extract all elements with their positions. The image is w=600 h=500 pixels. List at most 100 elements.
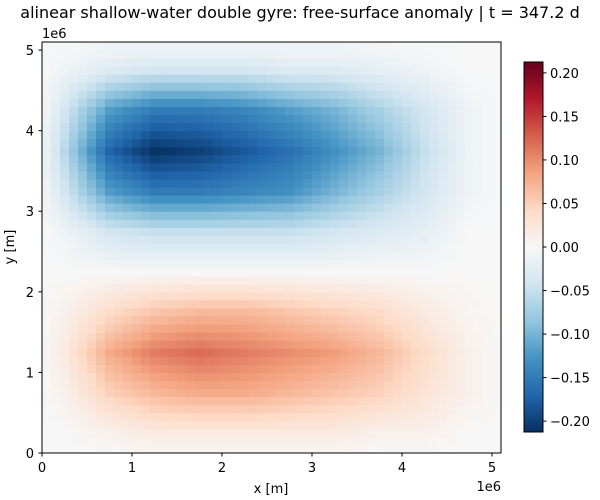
heatmap-cell bbox=[375, 219, 385, 228]
heatmap-cell bbox=[348, 58, 358, 67]
heatmap-cell bbox=[222, 332, 232, 341]
heatmap-cell bbox=[222, 283, 232, 293]
heatmap-cell bbox=[276, 428, 286, 438]
heatmap-cell bbox=[285, 356, 295, 365]
colorbar-segment bbox=[524, 272, 543, 275]
heatmap-cell bbox=[69, 74, 79, 83]
heatmap-cell bbox=[267, 388, 277, 398]
colorbar-segment bbox=[524, 172, 543, 175]
heatmap-cell bbox=[159, 58, 169, 67]
heatmap-cell bbox=[69, 90, 79, 99]
heatmap-cell bbox=[429, 211, 439, 220]
heatmap-cell bbox=[267, 267, 277, 277]
colorbar-segment bbox=[524, 118, 543, 121]
heatmap-cell bbox=[240, 340, 250, 349]
heatmap-cell bbox=[42, 50, 52, 59]
heatmap-cell bbox=[447, 74, 457, 83]
heatmap-cell bbox=[411, 187, 421, 196]
heatmap-cell bbox=[123, 316, 133, 325]
heatmap-cell bbox=[132, 82, 142, 91]
heatmap-cell bbox=[384, 146, 394, 156]
heatmap-cell bbox=[258, 316, 268, 325]
heatmap-cell bbox=[447, 90, 457, 99]
heatmap-cell bbox=[105, 211, 115, 220]
heatmap-cell bbox=[321, 203, 331, 212]
heatmap-cell bbox=[213, 404, 223, 414]
heatmap-cell bbox=[240, 348, 250, 357]
heatmap-cell bbox=[132, 267, 142, 277]
heatmap-cell bbox=[195, 275, 205, 285]
heatmap-cell bbox=[366, 146, 376, 156]
colorbar-segment bbox=[524, 306, 543, 309]
heatmap-cell bbox=[267, 122, 277, 132]
heatmap-cell bbox=[204, 106, 214, 116]
heatmap-cell bbox=[177, 348, 187, 357]
heatmap-cell bbox=[447, 251, 457, 261]
heatmap-cell bbox=[330, 428, 340, 438]
heatmap-cell bbox=[492, 444, 502, 454]
heatmap-cell bbox=[231, 122, 241, 132]
heatmap-cell bbox=[60, 219, 70, 228]
heatmap-cell bbox=[492, 404, 502, 414]
heatmap-cell bbox=[474, 372, 484, 381]
heatmap-cell bbox=[78, 412, 88, 422]
heatmap-cell bbox=[384, 219, 394, 228]
heatmap-cell bbox=[141, 66, 151, 75]
heatmap-cell bbox=[321, 332, 331, 341]
heatmap-cell bbox=[240, 179, 250, 188]
heatmap-cell bbox=[321, 267, 331, 277]
heatmap-cell bbox=[42, 74, 52, 83]
heatmap-cell bbox=[213, 316, 223, 325]
heatmap-cell bbox=[420, 404, 430, 414]
heatmap-cell bbox=[402, 235, 412, 244]
heatmap-cell bbox=[456, 90, 466, 99]
heatmap-cell bbox=[51, 259, 61, 269]
heatmap-cell bbox=[132, 154, 142, 164]
heatmap-cell bbox=[60, 307, 70, 317]
heatmap-cell bbox=[78, 307, 88, 317]
heatmap-cell bbox=[348, 66, 358, 75]
heatmap-cell bbox=[411, 316, 421, 325]
heatmap-cell bbox=[267, 203, 277, 212]
colorbar-segment bbox=[524, 156, 543, 159]
heatmap-cell bbox=[456, 372, 466, 381]
heatmap-cell bbox=[447, 66, 457, 75]
heatmap-cell bbox=[492, 436, 502, 446]
heatmap-cell bbox=[321, 291, 331, 301]
colorbar-segment bbox=[524, 294, 543, 297]
heatmap-cell bbox=[213, 444, 223, 454]
heatmap-cell bbox=[483, 283, 493, 293]
colorbar-segment bbox=[524, 204, 543, 207]
heatmap-cell bbox=[357, 90, 367, 99]
heatmap-cell bbox=[420, 291, 430, 301]
heatmap-cell bbox=[447, 275, 457, 285]
heatmap-cell bbox=[474, 203, 484, 212]
heatmap-cell bbox=[132, 251, 142, 261]
heatmap-cell bbox=[141, 243, 151, 253]
heatmap-cell bbox=[69, 356, 79, 365]
colorbar-segment bbox=[524, 348, 543, 351]
heatmap-cell bbox=[294, 267, 304, 277]
heatmap-cell bbox=[60, 138, 70, 148]
heatmap-cell bbox=[105, 82, 115, 91]
heatmap-cell bbox=[51, 372, 61, 381]
colorbar-segment bbox=[524, 226, 543, 229]
heatmap-cell bbox=[51, 235, 61, 244]
heatmap-cell bbox=[87, 348, 97, 357]
colorbar-segment bbox=[524, 298, 543, 301]
heatmap-cell bbox=[438, 420, 448, 430]
heatmap-cell bbox=[78, 203, 88, 212]
heatmap-cell bbox=[78, 299, 88, 309]
heatmap-cell bbox=[402, 404, 412, 414]
heatmap-cell bbox=[474, 219, 484, 228]
heatmap-cell bbox=[303, 444, 313, 454]
heatmap-cell bbox=[231, 412, 241, 422]
heatmap-cell bbox=[285, 235, 295, 244]
heatmap-cell bbox=[213, 58, 223, 67]
heatmap-cell bbox=[249, 154, 259, 164]
heatmap-cell bbox=[150, 235, 160, 244]
heatmap-cell bbox=[204, 50, 214, 59]
heatmap-cell bbox=[132, 106, 142, 116]
heatmap-cell bbox=[438, 179, 448, 188]
heatmap-cell bbox=[204, 291, 214, 301]
